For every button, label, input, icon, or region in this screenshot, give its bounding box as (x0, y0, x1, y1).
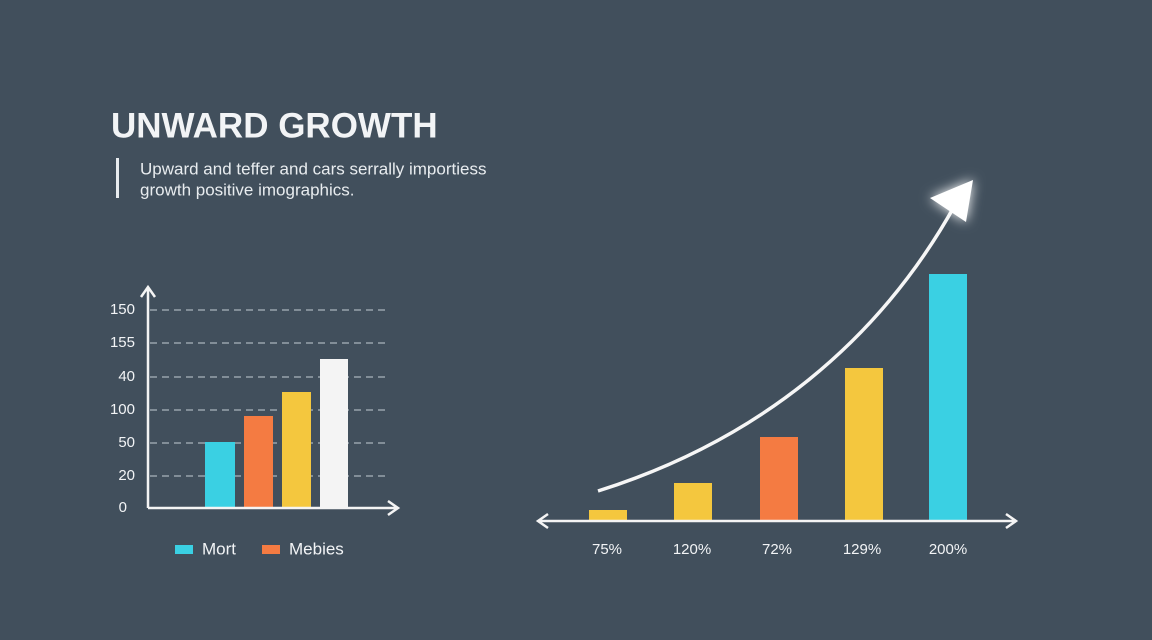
bar (929, 274, 967, 520)
legend-swatch (262, 545, 280, 554)
right-chart: 75% 120% 72% 129% 200% (535, 180, 1019, 558)
x-axis (535, 512, 1019, 530)
legend-swatch (175, 545, 193, 554)
y-tick-label: 20 (118, 467, 135, 484)
bar (282, 392, 311, 507)
y-axis (139, 284, 157, 508)
bar (244, 416, 273, 507)
arrow-head (930, 180, 973, 222)
y-tick-label: 100 (110, 401, 135, 418)
bar (760, 437, 798, 520)
bar (320, 359, 348, 507)
x-label: 200% (929, 541, 967, 558)
x-label: 75% (592, 541, 622, 558)
legend-label: Mort (202, 539, 236, 558)
subtitle-bar (116, 158, 119, 198)
growth-arrow (597, 204, 957, 493)
y-tick-label: 50 (118, 434, 135, 451)
x-axis (148, 499, 401, 517)
x-label: 72% (762, 541, 792, 558)
y-tick-label: 150 (110, 301, 135, 318)
y-tick-label: 155 (110, 334, 135, 351)
legend-label: Mebies (289, 539, 344, 558)
subtitle-line: Upward and teffer and cars serrally impo… (140, 159, 486, 178)
subtitle-line: growth positive imographics. (140, 180, 354, 199)
y-tick-label: 40 (118, 368, 135, 385)
bar (205, 442, 235, 507)
bar (674, 483, 712, 520)
x-label: 129% (843, 541, 881, 558)
left-chart: 150 155 40 100 50 20 0 Mort Mebies (110, 284, 401, 558)
title: UNWARD GROWTH (111, 106, 438, 145)
bar (845, 368, 883, 520)
x-label: 120% (673, 541, 711, 558)
bar (589, 510, 627, 520)
y-tick-label: 0 (119, 499, 127, 516)
